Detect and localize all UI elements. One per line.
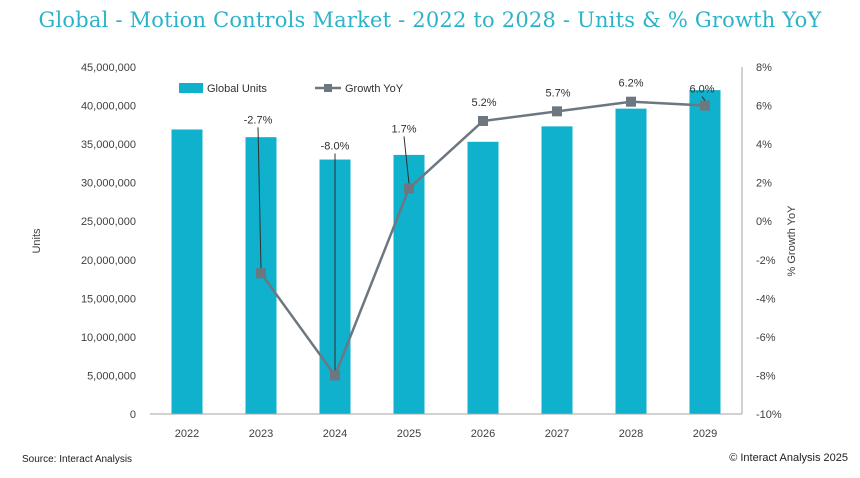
growth-marker-2023 xyxy=(256,268,266,279)
growth-marker-2025 xyxy=(404,183,414,194)
chart-title: Global - Motion Controls Market - 2022 t… xyxy=(38,8,822,32)
data-label-leader xyxy=(403,136,410,184)
growth-data-label: -2.7% xyxy=(244,114,273,126)
y-tick-label: 25,000,000 xyxy=(81,216,136,228)
y2-tick-label: 2% xyxy=(756,178,772,190)
y-tick-label: 15,000,000 xyxy=(81,293,136,305)
legend: Global Units Growth YoY xyxy=(179,83,404,95)
growth-data-label: 6.2% xyxy=(618,78,643,90)
bar-2028 xyxy=(615,108,647,414)
growth-data-label: 5.2% xyxy=(471,97,496,109)
bar-2026 xyxy=(467,141,499,414)
y-tick-label: 5,000,000 xyxy=(87,370,136,382)
y2-tick-label: -6% xyxy=(756,332,776,344)
x-tick-label: 2023 xyxy=(249,428,273,440)
y2-tick-label: 6% xyxy=(756,101,772,113)
bar-2025 xyxy=(393,154,425,414)
legend-label-growth: Growth YoY xyxy=(345,83,404,95)
x-axis-ticks: 2022 2023 2024 2025 2026 2027 2028 2029 xyxy=(175,428,717,440)
y-axis-title: Units xyxy=(31,228,43,254)
bar-series xyxy=(171,90,721,415)
growth-marker-2024 xyxy=(330,370,340,381)
legend-swatch-global-units xyxy=(179,83,203,93)
x-tick-label: 2029 xyxy=(693,428,717,440)
growth-marker-2027 xyxy=(552,106,562,117)
growth-marker-2029 xyxy=(700,100,710,111)
bar-2022 xyxy=(171,129,203,414)
y2-tick-label: -4% xyxy=(756,293,776,305)
growth-data-label: 1.7% xyxy=(391,123,416,135)
bar-2029 xyxy=(689,90,721,414)
growth-marker-2026 xyxy=(478,115,488,126)
source-note: Source: Interact Analysis xyxy=(22,454,133,465)
axes xyxy=(150,67,743,415)
y2-tick-label: -2% xyxy=(756,255,776,267)
y-axis-ticks: 0 5,000,000 10,000,000 15,000,000 20,000,000… xyxy=(81,62,136,421)
x-tick-label: 2026 xyxy=(471,428,495,440)
y-tick-label: 10,000,000 xyxy=(81,332,136,344)
legend-label-global-units: Global Units xyxy=(207,83,267,95)
growth-data-label: 5.7% xyxy=(545,87,570,99)
y-tick-label: 30,000,000 xyxy=(81,178,136,190)
line-series: -2.7% -8.0% 1.7% 5.2% 5.7% 6.2% 6.0% xyxy=(244,78,715,381)
y2-axis-title: % Growth YoY xyxy=(786,205,798,277)
y2-tick-label: -10% xyxy=(756,409,782,421)
x-tick-label: 2027 xyxy=(545,428,569,440)
y-tick-label: 45,000,000 xyxy=(81,62,136,74)
growth-marker-2028 xyxy=(626,96,636,107)
x-tick-label: 2022 xyxy=(175,428,199,440)
x-tick-label: 2024 xyxy=(323,428,347,440)
growth-data-label: 6.0% xyxy=(689,84,714,96)
x-tick-label: 2025 xyxy=(397,428,421,440)
y-tick-label: 35,000,000 xyxy=(81,139,136,151)
y-tick-label: 20,000,000 xyxy=(81,255,136,267)
y2-tick-label: 0% xyxy=(756,216,772,228)
y-tick-label: 0 xyxy=(130,409,136,421)
y2-tick-label: -8% xyxy=(756,370,776,382)
y2-tick-label: 8% xyxy=(756,62,772,74)
data-label-leader xyxy=(701,96,706,101)
y-tick-label: 40,000,000 xyxy=(81,101,136,113)
data-label-leader xyxy=(257,127,262,269)
growth-data-label: -8.0% xyxy=(321,140,350,152)
legend-marker-growth xyxy=(324,84,332,92)
x-tick-label: 2028 xyxy=(619,428,643,440)
copyright-note: © Interact Analysis 2025 xyxy=(729,452,848,464)
y2-tick-label: 4% xyxy=(756,139,772,151)
bar-2027 xyxy=(541,126,573,415)
y2-axis-ticks: -10% -8% -6% -4% -2% 0% 2% 4% 6% 8% xyxy=(756,62,782,421)
